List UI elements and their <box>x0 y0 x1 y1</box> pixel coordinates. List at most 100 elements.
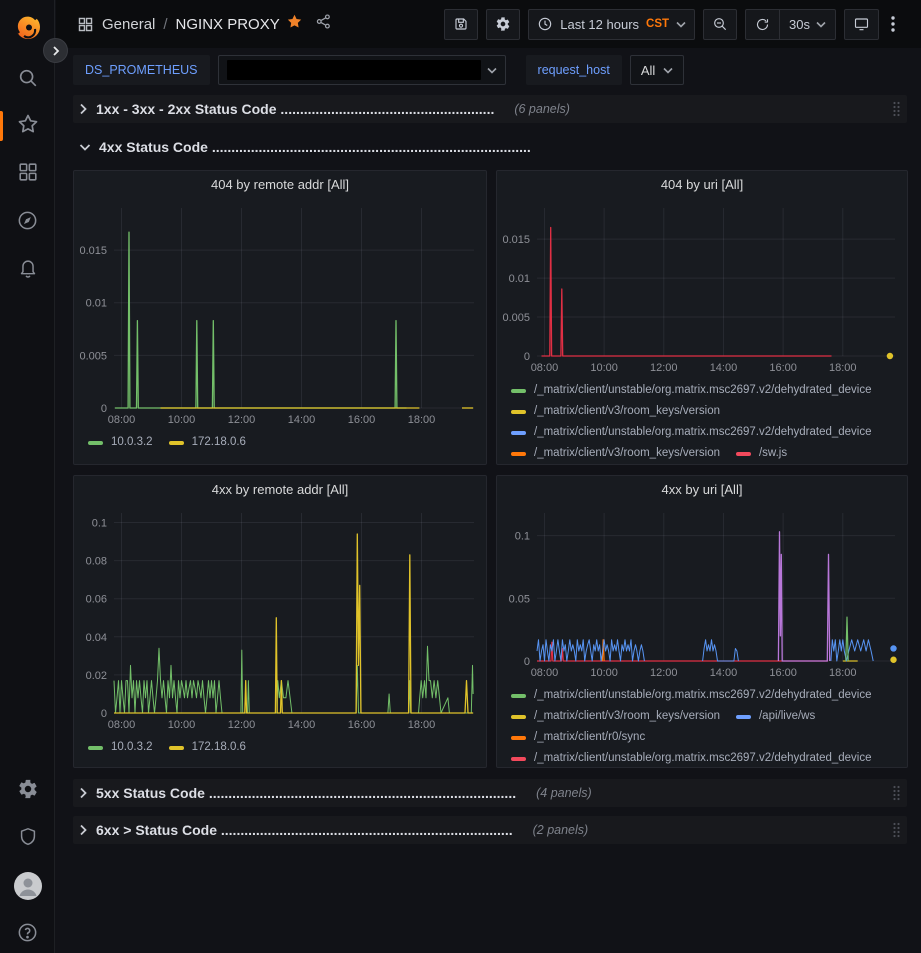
legend-series-label: /api/live/ws <box>758 710 816 722</box>
legend-series-marker <box>511 388 526 393</box>
row-title: 1xx - 3xx - 2xx Status Code ............… <box>96 101 495 117</box>
legend-item[interactable]: 10.0.3.2 <box>88 435 153 450</box>
datasource-variable-label[interactable]: DS_PROMETHEUS <box>73 55 210 85</box>
timeseries-chart[interactable]: 08:00 10:00 12:00 14:00 16:00 18:00 0 0.02 0.04 0… <box>74 503 486 735</box>
svg-text:0.08: 0.08 <box>86 556 107 568</box>
timeseries-chart[interactable]: 08:00 10:00 12:00 14:00 16:00 18:00 0 0.005 0.01… <box>74 198 486 430</box>
svg-text:18:00: 18:00 <box>408 414 436 426</box>
svg-text:08:00: 08:00 <box>531 667 559 679</box>
panel-4xx-by-uri: 4xx by uri [All] 08:00 10:00 12:00 14:00 16:… <box>496 475 908 768</box>
panel-title[interactable]: 404 by uri [All] <box>660 177 744 192</box>
legend-series-marker <box>168 440 184 445</box>
row-header-4xx[interactable]: 4xx Status Code ........................… <box>73 133 907 161</box>
row-drag-handle-icon[interactable] <box>892 101 901 117</box>
legend-item[interactable]: /_matrix/client/v3/room_keys/version <box>511 446 720 461</box>
starred-dashboards-icon[interactable] <box>0 112 55 136</box>
share-icon[interactable] <box>315 13 332 35</box>
panel-title[interactable]: 4xx by remote addr [All] <box>211 482 349 497</box>
alerting-bell-icon[interactable] <box>0 257 55 279</box>
sidebar <box>0 0 55 953</box>
legend-series-label: 172.18.0.6 <box>191 436 246 448</box>
panel-title[interactable]: 404 by remote addr [All] <box>210 177 350 192</box>
legend-item[interactable]: 172.18.0.6 <box>168 740 246 755</box>
row-header-1xx-3xx-2xx[interactable]: 1xx - 3xx - 2xx Status Code ............… <box>73 95 907 123</box>
explore-compass-icon[interactable] <box>0 209 55 232</box>
save-dashboard-button[interactable] <box>444 8 479 40</box>
user-avatar[interactable] <box>0 871 55 901</box>
svg-text:08:00: 08:00 <box>108 719 136 731</box>
clock-icon <box>539 17 552 31</box>
panel-title[interactable]: 4xx by uri [All] <box>661 482 743 497</box>
redacted-value <box>226 60 481 80</box>
svg-text:0.015: 0.015 <box>79 245 107 257</box>
timeseries-chart[interactable]: 08:00 10:00 12:00 14:00 16:00 18:00 0 0.005 0.01… <box>497 198 907 378</box>
datasource-variable-dropdown[interactable] <box>217 55 506 85</box>
zoom-out-time-button[interactable] <box>703 8 738 40</box>
legend-item[interactable]: /_matrix/client/v3/room_keys/version <box>511 709 720 724</box>
chevron-down-icon <box>486 67 497 74</box>
legend-item[interactable]: /_matrix/client/v3/room_keys/version <box>511 404 720 419</box>
search-icon[interactable] <box>0 67 55 89</box>
legend-series-label: 10.0.3.2 <box>111 741 153 753</box>
svg-text:16:00: 16:00 <box>348 719 376 731</box>
svg-text:18:00: 18:00 <box>408 719 436 731</box>
svg-text:0.01: 0.01 <box>86 298 107 310</box>
svg-text:0: 0 <box>101 708 107 720</box>
legend-item[interactable]: 172.18.0.6 <box>168 435 246 450</box>
svg-text:0.1: 0.1 <box>515 531 530 543</box>
breadcrumb-section[interactable]: General <box>102 15 156 33</box>
svg-text:0.02: 0.02 <box>86 670 107 682</box>
dashboard-header: General / NGINX PROXY <box>56 0 921 48</box>
panel-4xx-by-remote-addr: 4xx by remote addr [All] 08:00 10:00 12:00… <box>73 475 487 768</box>
row-panel-count: (2 panels) <box>532 823 589 837</box>
breadcrumb[interactable]: General / NGINX PROXY <box>77 16 280 33</box>
legend-item[interactable]: /_matrix/client/unstable/org.matrix.msc2… <box>511 688 872 703</box>
row-panel-count: (6 panels) <box>514 102 570 116</box>
svg-text:08:00: 08:00 <box>108 414 136 426</box>
favorite-star-icon[interactable] <box>286 13 303 35</box>
row-title: 6xx > Status Code ......................… <box>96 822 513 838</box>
legend-series-marker <box>88 745 103 750</box>
legend-item[interactable]: /_matrix/client/unstable/org.matrix.msc2… <box>511 751 872 766</box>
legend-series-marker <box>735 714 751 719</box>
legend-item[interactable]: /sw.js <box>735 446 788 461</box>
row-drag-handle-icon[interactable] <box>892 822 901 838</box>
svg-text:16:00: 16:00 <box>769 362 797 374</box>
legend-series-label: /_matrix/client/v3/room_keys/version <box>534 447 720 459</box>
request-host-variable-dropdown[interactable]: All <box>629 55 685 85</box>
svg-text:08:00: 08:00 <box>531 362 559 374</box>
more-options-kebab[interactable] <box>887 9 907 40</box>
legend-item[interactable]: /_matrix/client/r0/sync <box>511 730 645 745</box>
svg-text:16:00: 16:00 <box>348 414 376 426</box>
timeseries-chart[interactable]: 08:00 10:00 12:00 14:00 16:00 18:00 0 0.05 0.1 <box>497 503 907 683</box>
legend-item[interactable]: /_matrix/client/unstable/org.matrix.msc2… <box>511 383 872 398</box>
admin-shield-icon[interactable] <box>0 826 55 848</box>
legend-series-label: /_matrix/client/r0/sync <box>534 731 646 743</box>
row-drag-handle-icon[interactable] <box>892 785 901 801</box>
svg-text:14:00: 14:00 <box>710 362 738 374</box>
panel-grid: 404 by remote addr [All] 08:00 10:00 12:00… <box>73 170 908 768</box>
refresh-interval-dropdown[interactable]: 30s <box>779 9 835 39</box>
tv-mode-button[interactable] <box>844 8 879 40</box>
help-icon[interactable] <box>0 921 55 944</box>
svg-text:14:00: 14:00 <box>288 414 316 426</box>
grafana-logo[interactable] <box>0 12 55 42</box>
row-header-6xx[interactable]: 6xx > Status Code ......................… <box>73 816 907 844</box>
row-header-5xx[interactable]: 5xx Status Code ........................… <box>73 779 907 807</box>
time-range-picker[interactable]: Last 12 hours CST <box>528 8 696 40</box>
svg-text:18:00: 18:00 <box>829 362 857 374</box>
svg-text:0.06: 0.06 <box>86 594 107 606</box>
refresh-button[interactable] <box>746 10 779 39</box>
dashboards-icon[interactable] <box>0 161 55 183</box>
legend-item[interactable]: 10.0.3.2 <box>88 740 153 755</box>
variables-toolbar: DS_PROMETHEUS request_host All <box>56 48 921 92</box>
legend-series-label: /sw.js <box>758 447 788 459</box>
chevron-down-icon <box>816 21 826 28</box>
legend-item[interactable]: /_matrix/client/unstable/org.matrix.msc2… <box>511 425 872 440</box>
zoom-out-icon <box>714 18 727 31</box>
configuration-gear-icon[interactable] <box>0 778 55 800</box>
request-host-variable-label[interactable]: request_host <box>525 55 622 85</box>
legend-item[interactable]: /api/live/ws <box>735 709 816 724</box>
sidebar-expand-button[interactable] <box>43 38 68 63</box>
dashboard-settings-button[interactable] <box>486 8 521 40</box>
